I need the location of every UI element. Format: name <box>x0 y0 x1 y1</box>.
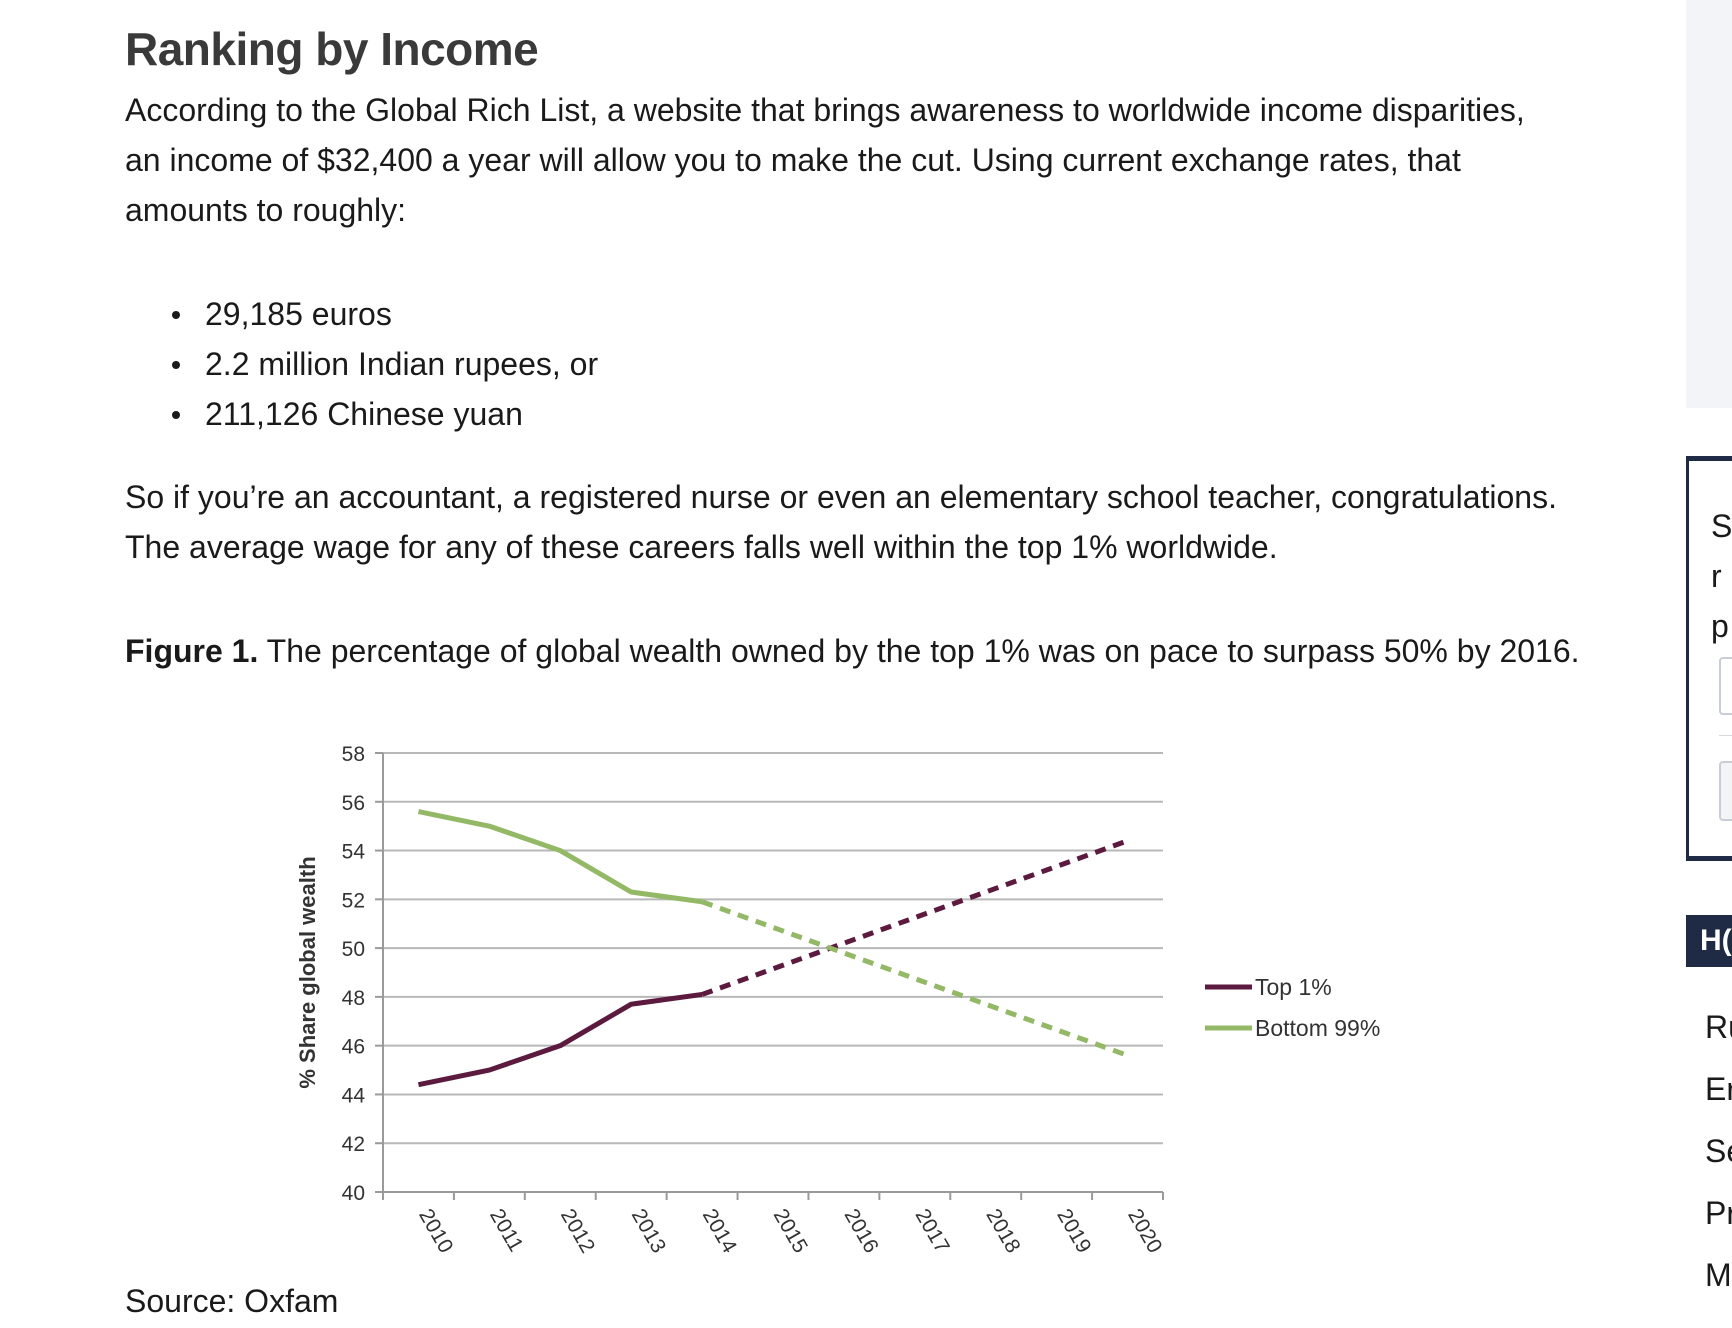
card-text: S <box>1711 508 1732 544</box>
y-tick-label: 42 <box>342 1133 365 1156</box>
sidebar-signup-card: S r p <box>1686 456 1732 861</box>
sidebar-link[interactable]: M <box>1705 1257 1732 1293</box>
list-item: 2.2 million Indian rupees, or <box>125 339 598 389</box>
y-tick-label: 52 <box>342 889 365 912</box>
x-tick-label: 2012 <box>556 1205 599 1257</box>
figure-source: Source: Oxfam <box>125 1283 339 1319</box>
email-field[interactable] <box>1719 657 1732 715</box>
x-tick-label: 2016 <box>840 1205 883 1257</box>
series-projection-top-1 <box>701 838 1129 997</box>
card-text: p <box>1711 608 1729 644</box>
x-tick-label: 2010 <box>414 1205 457 1257</box>
x-tick-label: 2017 <box>910 1205 953 1257</box>
y-tick-label: 58 <box>342 743 365 766</box>
sidebar-link[interactable]: Er <box>1705 1071 1732 1107</box>
sidebar-link[interactable]: Se <box>1705 1133 1732 1169</box>
legend-label: Top 1% <box>1255 974 1332 1000</box>
card-text: r <box>1711 558 1722 594</box>
y-tick-label: 56 <box>342 792 365 815</box>
divider <box>1719 735 1732 736</box>
sidebar-link[interactable]: Ru <box>1705 1009 1732 1045</box>
careers-paragraph: So if you’re an accountant, a registered… <box>125 479 1557 565</box>
sidebar-section-tab[interactable]: H( <box>1686 915 1732 967</box>
sidebar-link-list: Ru Er Se Pr M <box>1705 996 1732 1306</box>
legend-label: Bottom 99% <box>1255 1015 1380 1041</box>
x-tick-label: 2015 <box>769 1205 812 1257</box>
x-tick-label: 2020 <box>1123 1205 1166 1257</box>
x-tick-label: 2011 <box>485 1205 528 1256</box>
series-line-top-1 <box>417 991 703 1088</box>
x-tick-label: 2014 <box>698 1205 741 1257</box>
subscribe-button[interactable] <box>1719 761 1732 821</box>
y-axis-label: % Share global wealth <box>295 856 320 1088</box>
figure-caption: Figure 1. The percentage of global wealt… <box>125 626 1580 676</box>
y-tick-label: 50 <box>342 938 365 961</box>
y-tick-label: 46 <box>342 1036 365 1059</box>
figure-label: Figure 1. <box>125 633 259 669</box>
list-item: 211,126 Chinese yuan <box>125 389 598 439</box>
y-tick-label: 44 <box>342 1084 366 1107</box>
list-item: 29,185 euros <box>125 289 598 339</box>
currency-list: 29,185 euros 2.2 million Indian rupees, … <box>125 289 598 439</box>
y-tick-label: 40 <box>342 1182 365 1205</box>
section-heading: Ranking by Income <box>125 23 539 75</box>
x-tick-label: 2013 <box>627 1205 670 1257</box>
series-projection-bottom-99 <box>701 899 1129 1058</box>
series-line-bottom-99 <box>417 809 703 905</box>
sidebar-ad-panel <box>1686 0 1732 408</box>
sidebar-link[interactable]: Pr <box>1705 1195 1732 1231</box>
y-tick-label: 54 <box>342 841 366 864</box>
wealth-share-chart: 40 42 44 46 48 50 52 54 56 58 2010 2011 2012 2013 2014… <box>295 743 1380 1257</box>
intro-paragraph: According to the Global Rich List, a web… <box>125 92 1525 228</box>
x-tick-label: 2018 <box>981 1205 1024 1257</box>
figure-caption-text: The percentage of global wealth owned by… <box>258 633 1580 669</box>
x-tick-label: 2019 <box>1052 1205 1095 1257</box>
y-tick-label: 48 <box>342 987 365 1010</box>
